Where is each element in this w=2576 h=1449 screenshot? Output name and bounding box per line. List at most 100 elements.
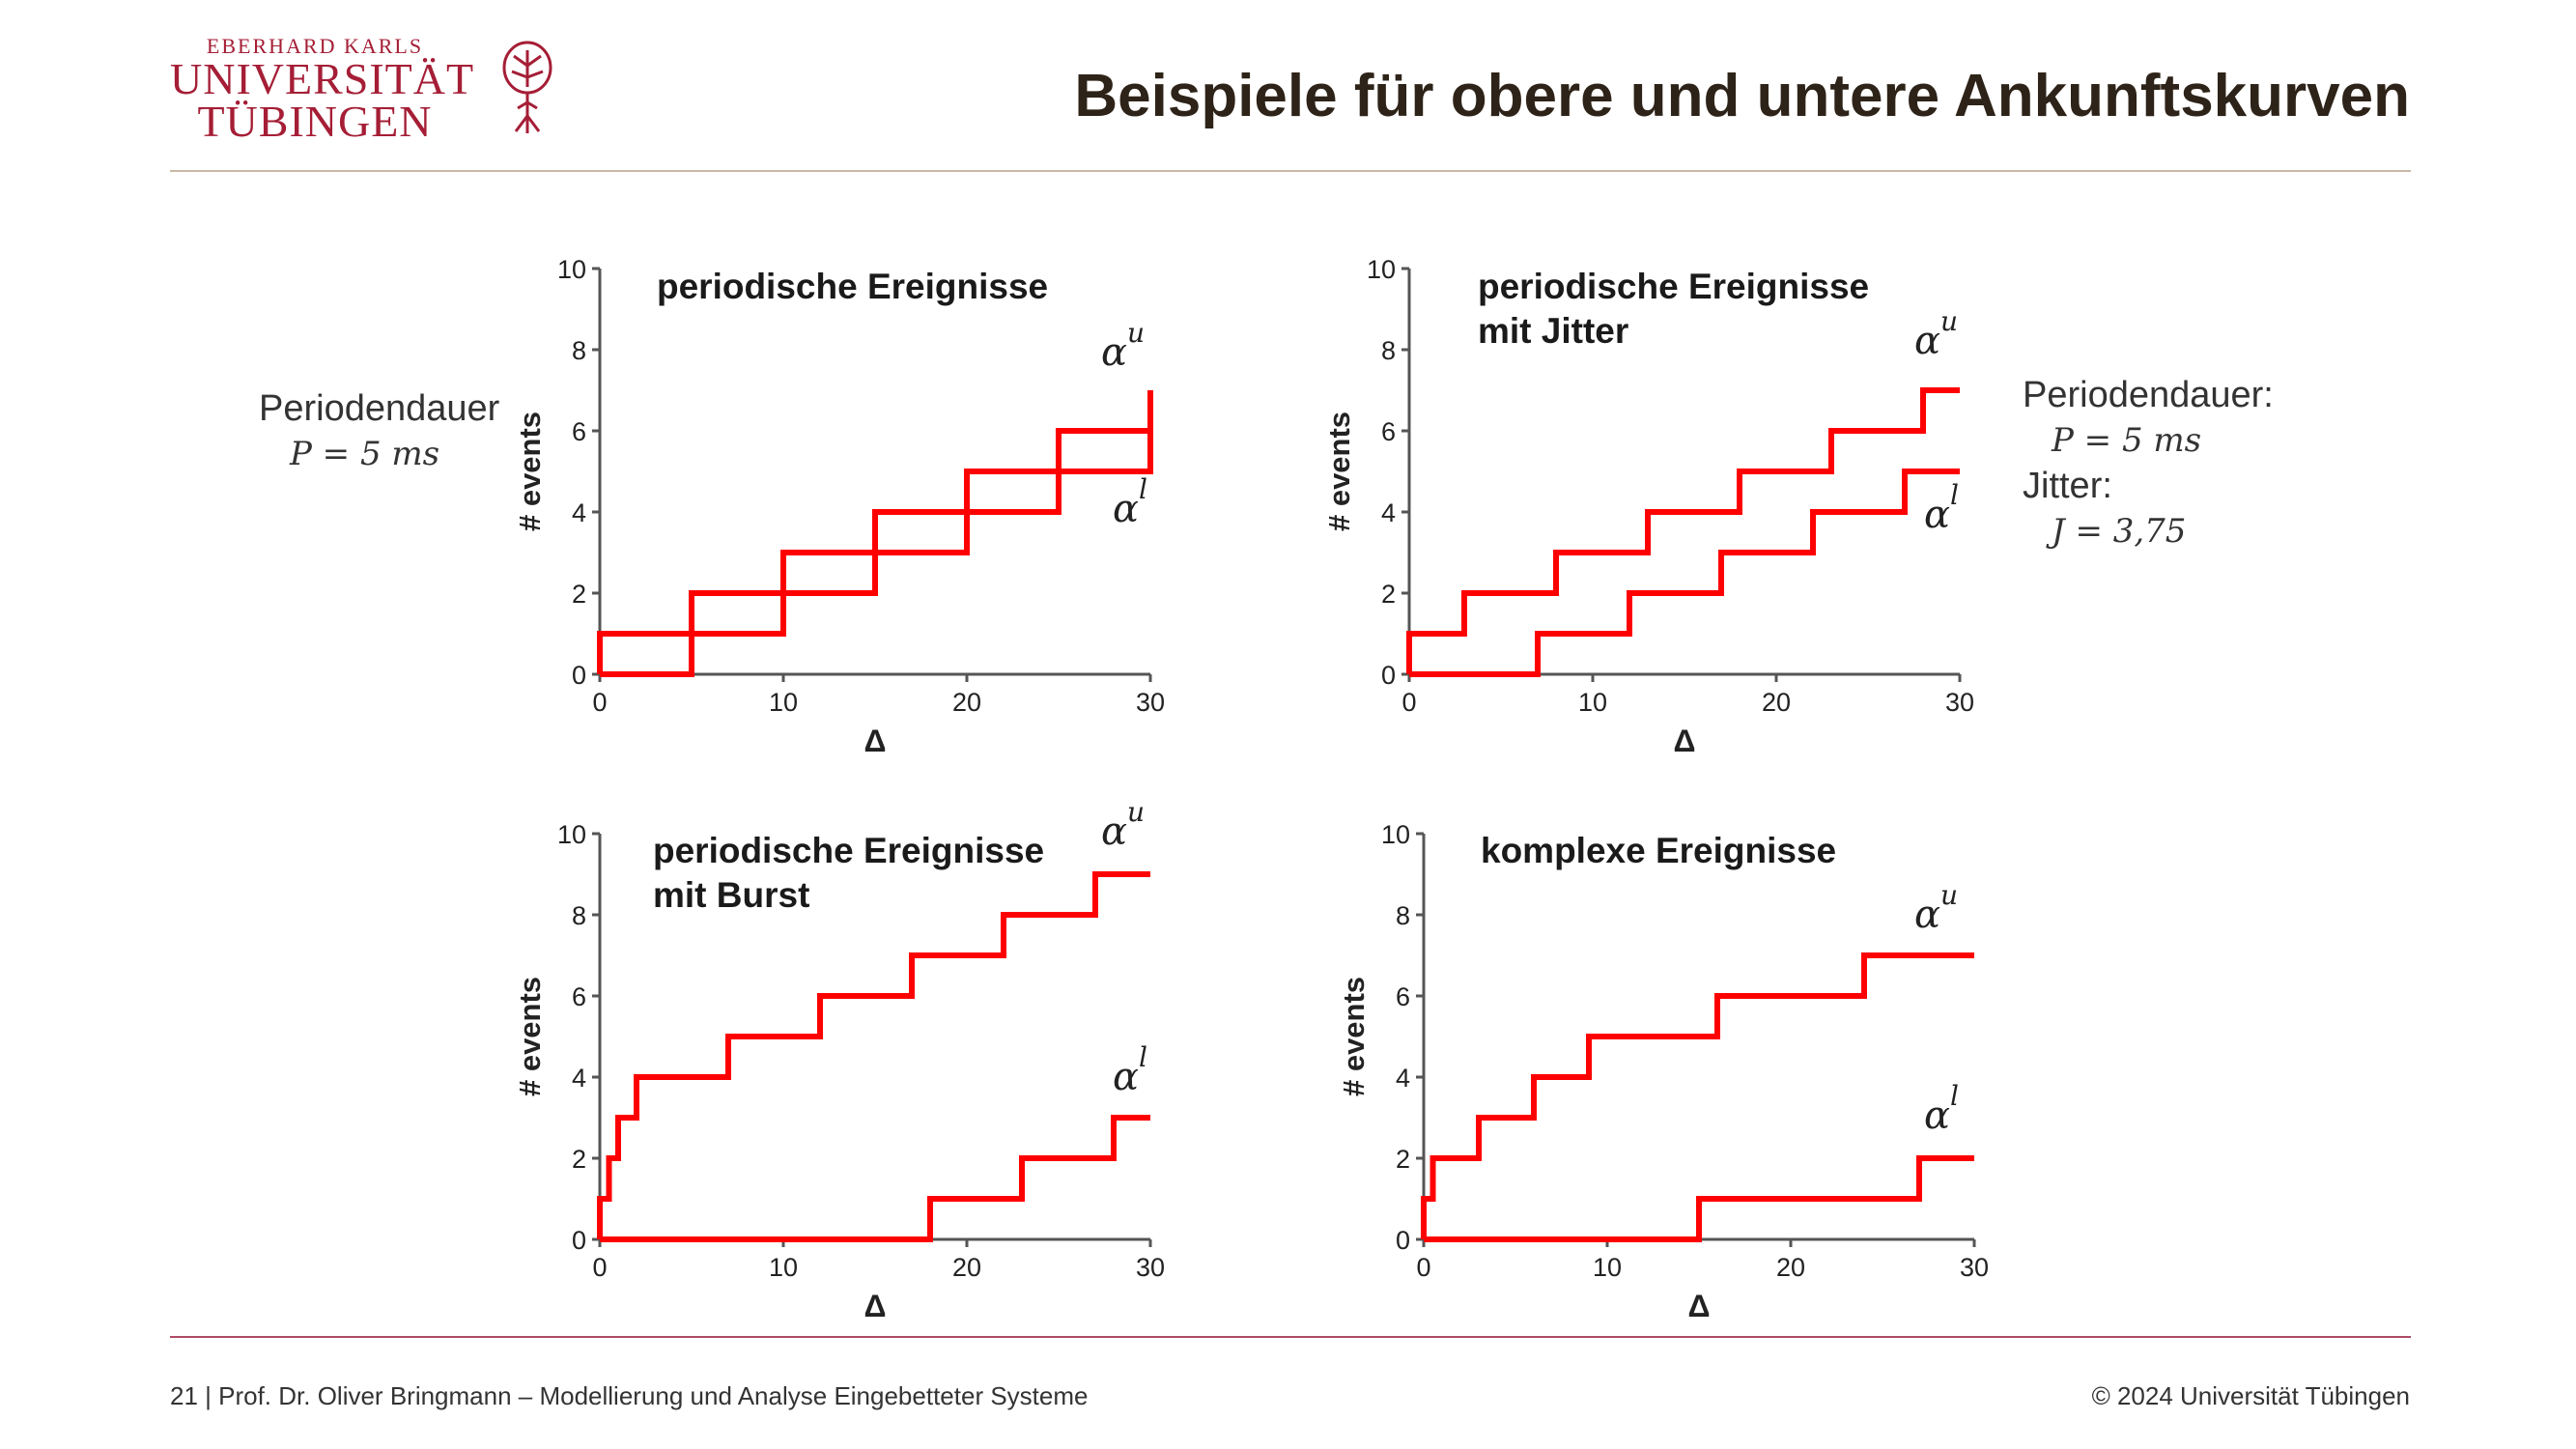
chart-svg: 0 2 4 6 8 10 0 10 20 30 Δ # events bbox=[513, 820, 1165, 1323]
y-tick-label: 6 bbox=[572, 982, 586, 1011]
alpha-lower-label: αl bbox=[1924, 479, 1959, 537]
chart-title-line: komplexe Ereignisse bbox=[1481, 831, 1837, 870]
y-tick-label: 4 bbox=[1381, 498, 1396, 527]
chart-title-line: periodische Ereignisse bbox=[657, 267, 1049, 306]
chart-title-line: periodische Ereignisse bbox=[653, 831, 1045, 870]
x-tick-label: 10 bbox=[769, 1253, 798, 1282]
y-tick-label: 4 bbox=[572, 1064, 586, 1093]
left-period-formula: P = 5 ms bbox=[290, 435, 440, 473]
chart-4: 0 2 4 6 8 10 0 10 20 30 Δ # events bbox=[1308, 805, 2013, 1346]
alpha-superscript: l bbox=[1139, 1041, 1147, 1073]
y-tick-label: 2 bbox=[572, 1145, 586, 1174]
x-tick-label: 0 bbox=[1401, 688, 1416, 717]
slide-title: Beispiele für obere und untere Ankunftsk… bbox=[1074, 63, 2410, 129]
upper-arrival-curve bbox=[1421, 952, 1974, 1239]
logo-line-3: TÜBINGEN bbox=[197, 97, 433, 146]
lower-arrival-curve bbox=[1409, 469, 1960, 677]
logo-wordmark: EBERHARD KARLS UNIVERSITÄT TÜBINGEN bbox=[170, 35, 475, 146]
y-tick-label: 8 bbox=[1396, 901, 1410, 930]
x-tick-label: 20 bbox=[1762, 688, 1791, 717]
y-tick-label: 6 bbox=[572, 417, 586, 446]
y-tick-label: 8 bbox=[572, 336, 586, 365]
y-tick-label: 10 bbox=[557, 820, 586, 849]
lower-arrival-curve bbox=[1424, 1155, 1974, 1242]
alpha-lower-label: αl bbox=[1924, 1080, 1959, 1138]
y-tick-label: 10 bbox=[1381, 820, 1410, 849]
y-tick-label: 4 bbox=[1396, 1064, 1410, 1093]
chart-title-line: periodische Ereignisse bbox=[1478, 267, 1870, 306]
y-tick-label: 0 bbox=[1396, 1226, 1410, 1255]
alpha-superscript: l bbox=[1950, 479, 1959, 511]
chart-3: 0 2 4 6 8 10 0 10 20 30 Δ # events bbox=[484, 805, 1189, 1346]
chart-1: 0 2 4 6 8 10 0 10 20 30 Δ # events bbox=[484, 240, 1189, 781]
y-tick-label: 2 bbox=[1396, 1145, 1410, 1174]
x-tick-label: 30 bbox=[1945, 688, 1974, 717]
x-tick-label: 30 bbox=[1960, 1253, 1989, 1282]
tree-emblem-icon bbox=[502, 41, 552, 133]
header-divider bbox=[170, 170, 2411, 172]
footer-left-text: 21 | Prof. Dr. Oliver Bringmann – Modell… bbox=[170, 1381, 1089, 1410]
chart-title: periodische Ereignisse bbox=[657, 265, 1048, 309]
university-logo: EBERHARD KARLS UNIVERSITÄT TÜBINGEN bbox=[170, 35, 566, 146]
x-axis-label: Δ bbox=[864, 724, 887, 758]
alpha-superscript: l bbox=[1950, 1080, 1959, 1112]
x-axis-label: Δ bbox=[1674, 724, 1696, 758]
upper-arrival-curve bbox=[597, 871, 1150, 1239]
right-period-label: Periodendauer: bbox=[2023, 375, 2274, 415]
x-tick-label: 0 bbox=[1416, 1253, 1430, 1282]
jitter-formula: J = 3,75 bbox=[2052, 512, 2187, 551]
chart-2: 0 2 4 6 8 10 0 10 20 30 Δ # events bbox=[1293, 240, 1998, 781]
alpha-superscript: u bbox=[1127, 317, 1146, 349]
upper-arrival-curve bbox=[1406, 387, 1960, 674]
lower-arrival-curve bbox=[600, 1115, 1150, 1242]
footer-copyright: © 2024 Universität Tübingen bbox=[2091, 1381, 2410, 1410]
x-tick-label: 20 bbox=[952, 688, 981, 717]
alpha-upper-label: αu bbox=[1101, 796, 1146, 854]
x-tick-label: 0 bbox=[592, 1253, 607, 1282]
x-axis-label: Δ bbox=[864, 1289, 887, 1323]
alpha-upper-label: αu bbox=[1101, 317, 1146, 375]
chart-title: periodische Ereignisse mit Burst bbox=[653, 829, 1044, 918]
y-axis-label: # events bbox=[513, 412, 547, 531]
y-tick-label: 2 bbox=[572, 580, 586, 609]
logo-line-2: UNIVERSITÄT bbox=[170, 54, 475, 103]
alpha-superscript: u bbox=[1127, 796, 1146, 828]
y-tick-label: 10 bbox=[1367, 255, 1396, 284]
chart-svg: 0 2 4 6 8 10 0 10 20 30 Δ # events bbox=[1337, 820, 1989, 1323]
alpha-upper-label: αu bbox=[1914, 879, 1959, 937]
chart-svg: 0 2 4 6 8 10 0 10 20 30 Δ # events bbox=[1322, 255, 1974, 758]
x-tick-label: 10 bbox=[1593, 1253, 1622, 1282]
right-period-formula: P = 5 ms bbox=[2052, 421, 2202, 460]
x-tick-label: 20 bbox=[952, 1253, 981, 1282]
y-tick-label: 8 bbox=[1381, 336, 1396, 365]
y-axis-label: # events bbox=[1322, 412, 1356, 531]
chart-title-line: mit Jitter bbox=[1478, 311, 1629, 351]
y-tick-label: 2 bbox=[1381, 580, 1396, 609]
x-tick-label: 20 bbox=[1776, 1253, 1805, 1282]
chart-title-line: mit Burst bbox=[653, 875, 810, 915]
x-tick-label: 30 bbox=[1136, 1253, 1165, 1282]
left-period-label: Periodendauer bbox=[259, 388, 500, 429]
x-tick-label: 0 bbox=[592, 688, 607, 717]
alpha-lower-label: αl bbox=[1113, 1041, 1147, 1099]
y-axis-label: # events bbox=[513, 977, 547, 1096]
lower-arrival-curve bbox=[600, 431, 1153, 677]
x-axis-label: Δ bbox=[1688, 1289, 1711, 1323]
y-tick-label: 4 bbox=[572, 498, 586, 527]
y-tick-label: 0 bbox=[572, 661, 586, 690]
alpha-superscript: u bbox=[1940, 879, 1959, 911]
upper-arrival-curve bbox=[597, 390, 1153, 674]
y-tick-label: 10 bbox=[557, 255, 586, 284]
y-tick-label: 0 bbox=[1381, 661, 1396, 690]
x-tick-label: 10 bbox=[769, 688, 798, 717]
y-tick-label: 6 bbox=[1381, 417, 1396, 446]
alpha-upper-label: αu bbox=[1914, 305, 1959, 363]
footer-divider bbox=[170, 1336, 2411, 1338]
y-axis-label: # events bbox=[1337, 977, 1371, 1096]
y-tick-label: 0 bbox=[572, 1226, 586, 1255]
alpha-superscript: l bbox=[1139, 473, 1147, 505]
x-tick-label: 30 bbox=[1136, 688, 1165, 717]
y-tick-label: 8 bbox=[572, 901, 586, 930]
x-tick-label: 10 bbox=[1578, 688, 1607, 717]
chart-svg: 0 2 4 6 8 10 0 10 20 30 Δ # events bbox=[513, 255, 1165, 758]
